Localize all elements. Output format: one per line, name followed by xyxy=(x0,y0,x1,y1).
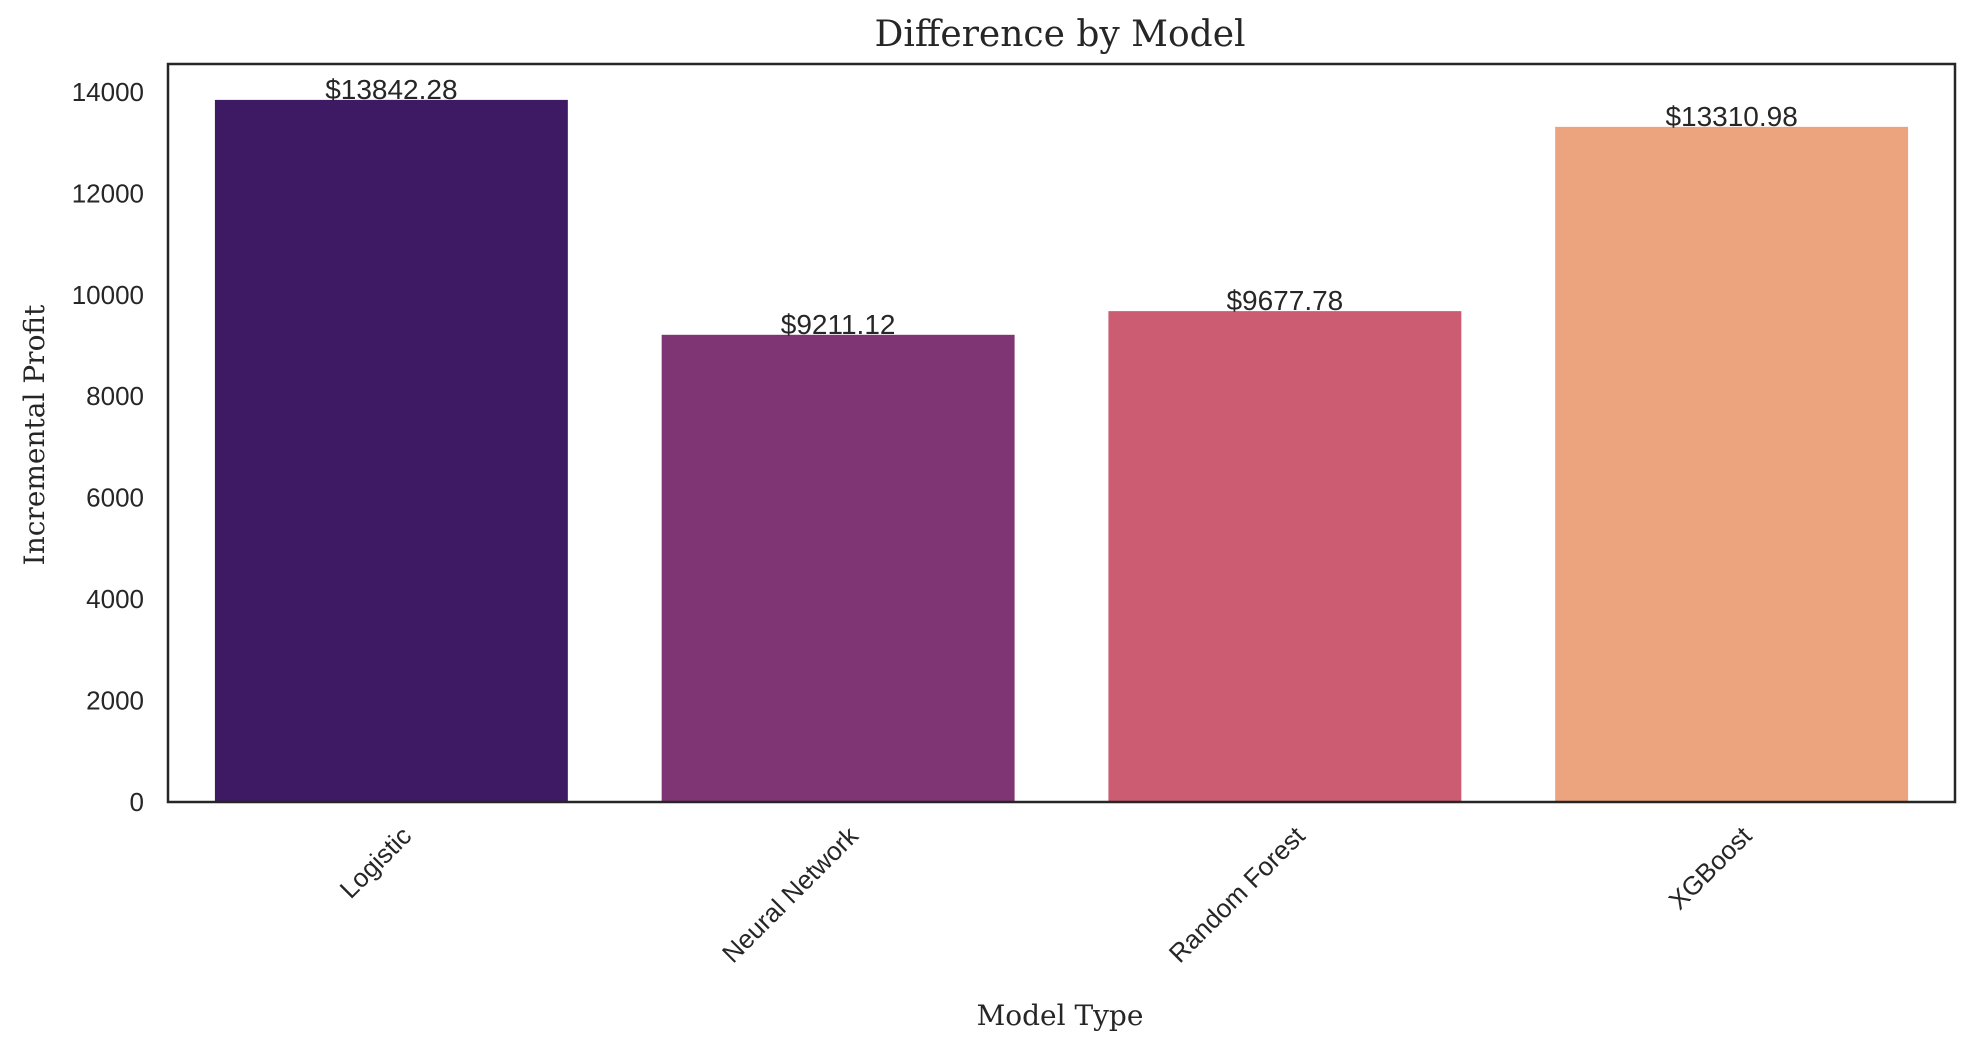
bar-neural-network xyxy=(661,334,1015,802)
data-labels-layer: $13842.28 $9211.12 $9677.78 $13310.98 xyxy=(325,74,1798,340)
data-label: $9677.78 xyxy=(1226,285,1343,316)
bar-xgboost xyxy=(1555,126,1909,802)
y-axis-label: Incremental Profit xyxy=(18,304,51,565)
y-tick-label: 0 xyxy=(130,787,144,817)
chart-title: Difference by Model xyxy=(874,14,1245,55)
bar-random-forest xyxy=(1108,311,1462,802)
y-tick-label: 10000 xyxy=(72,280,144,310)
x-tick-label: Neural Network xyxy=(716,820,865,969)
bar-logistic xyxy=(214,99,568,802)
x-tick-label: Random Forest xyxy=(1163,820,1311,968)
data-label: $13310.98 xyxy=(1665,101,1797,132)
y-tick-label: 8000 xyxy=(86,381,144,411)
data-label: $9211.12 xyxy=(781,309,896,340)
y-axis-ticks: 0 2000 4000 6000 8000 10000 12000 14000 xyxy=(72,77,144,817)
y-tick-label: 2000 xyxy=(86,686,144,716)
plot-area-frame xyxy=(166,62,1957,804)
y-tick-label: 14000 xyxy=(72,77,144,107)
y-tick-label: 12000 xyxy=(72,178,144,208)
x-tick-label: XGBoost xyxy=(1663,820,1758,915)
x-tick-label: Logistic xyxy=(334,821,418,905)
y-tick-label: 6000 xyxy=(86,483,144,513)
x-axis-label: Model Type xyxy=(977,999,1144,1032)
y-tick-label: 4000 xyxy=(86,584,144,614)
bars-layer xyxy=(214,99,1909,802)
data-label: $13842.28 xyxy=(325,74,457,105)
x-axis-ticks: Logistic Neural Network Random Forest XGBoo… xyxy=(334,820,1758,969)
